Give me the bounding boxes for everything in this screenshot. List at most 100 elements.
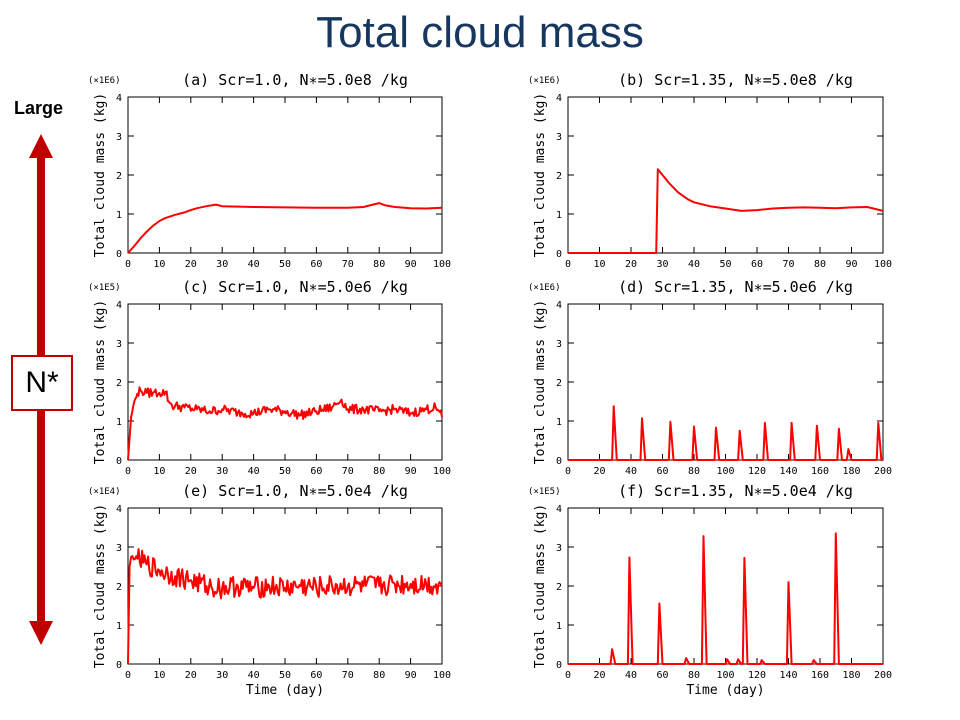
y-multiplier: (×1E6): [528, 283, 561, 293]
y-tick-label: 2: [556, 378, 562, 389]
slide-title: Total cloud mass: [316, 8, 644, 57]
x-tick-label: 70: [342, 670, 354, 681]
x-tick-label: 40: [248, 670, 260, 681]
chart-d: (d) Scr=1.35, N∗=5.0e6 /kg (×1E6) Total cl…: [528, 278, 892, 477]
y-axis-label: Total cloud mass (kg): [93, 93, 108, 257]
x-tick-label: 80: [373, 670, 385, 681]
series-line: [568, 532, 883, 665]
y-multiplier: (×1E6): [88, 76, 121, 86]
y-tick-label: 3: [556, 132, 562, 143]
y-tick-label: 1: [116, 210, 122, 221]
y-tick-label: 0: [116, 456, 122, 467]
y-tick-label: 0: [116, 660, 122, 671]
x-tick-label: 40: [248, 466, 260, 477]
x-tick-label: 140: [779, 466, 797, 477]
chart-b: (b) Scr=1.35, N∗=5.0e8 /kg (×1E6) Total cl…: [528, 71, 892, 270]
chart-title: (c) Scr=1.0, N∗=5.0e6 /kg: [182, 278, 408, 296]
x-tick-label: 30: [216, 466, 228, 477]
y-tick-label: 4: [556, 93, 562, 104]
series-line: [127, 202, 443, 254]
x-tick-label: 90: [405, 670, 417, 681]
x-tick-label: 20: [593, 466, 605, 477]
nstar-label: N*: [11, 355, 73, 411]
x-axis-label: Time (day): [686, 683, 764, 698]
x-tick-label: 100: [433, 466, 451, 477]
chart-c: (c) Scr=1.0, N∗=5.0e6 /kg (×1E5) Total clo…: [88, 278, 451, 477]
x-tick-label: 70: [342, 466, 354, 477]
y-tick-label: 4: [116, 93, 122, 104]
y-tick-label: 2: [116, 582, 122, 593]
chart-title: (e) Scr=1.0, N∗=5.0e4 /kg: [182, 482, 408, 500]
y-tick-label: 3: [116, 132, 122, 143]
x-tick-label: 100: [716, 466, 734, 477]
y-tick-label: 2: [556, 582, 562, 593]
x-tick-label: 10: [153, 466, 165, 477]
x-tick-label: 30: [656, 259, 668, 270]
y-axis-label: Total cloud mass (kg): [93, 504, 108, 668]
y-tick-label: 1: [116, 621, 122, 632]
x-tick-label: 10: [153, 259, 165, 270]
x-tick-label: 60: [310, 259, 322, 270]
chart-title: (b) Scr=1.35, N∗=5.0e8 /kg: [618, 71, 853, 89]
x-tick-label: 60: [310, 670, 322, 681]
y-tick-label: 4: [116, 300, 122, 311]
x-tick-label: 90: [405, 259, 417, 270]
chart-title: (f) Scr=1.35, N∗=5.0e4 /kg: [618, 482, 853, 500]
x-tick-label: 20: [185, 466, 197, 477]
x-tick-label: 80: [373, 259, 385, 270]
x-tick-label: 50: [279, 466, 291, 477]
x-tick-label: 50: [279, 670, 291, 681]
y-tick-label: 2: [116, 171, 122, 182]
chart-e: (e) Scr=1.0, N∗=5.0e4 /kg (×1E4) Total clo…: [88, 482, 451, 698]
x-tick-label: 160: [811, 670, 829, 681]
y-multiplier: (×1E4): [88, 487, 121, 497]
y-tick-label: 2: [556, 171, 562, 182]
x-tick-label: 100: [433, 670, 451, 681]
y-tick-label: 1: [556, 417, 562, 428]
x-tick-label: 0: [125, 670, 131, 681]
chart-f: (f) Scr=1.35, N∗=5.0e4 /kg (×1E5) Total cl…: [528, 482, 892, 698]
x-tick-label: 80: [688, 670, 700, 681]
x-tick-label: 0: [125, 466, 131, 477]
x-tick-label: 20: [593, 670, 605, 681]
y-tick-label: 1: [116, 417, 122, 428]
x-tick-label: 90: [845, 259, 857, 270]
y-axis-label: Total cloud mass (kg): [533, 93, 548, 257]
plot-frame: [127, 96, 443, 254]
series-line: [127, 386, 443, 461]
large-label: Large: [14, 98, 64, 118]
x-tick-label: 60: [656, 670, 668, 681]
y-tick-label: 0: [116, 249, 122, 260]
y-tick-label: 1: [556, 621, 562, 632]
x-tick-label: 40: [625, 670, 637, 681]
chart-title: (d) Scr=1.35, N∗=5.0e6 /kg: [618, 278, 853, 296]
x-tick-label: 160: [811, 466, 829, 477]
y-tick-label: 4: [116, 504, 122, 515]
x-tick-label: 200: [874, 670, 892, 681]
x-tick-label: 200: [874, 466, 892, 477]
arrow-head-down: [29, 621, 53, 645]
y-tick-label: 3: [116, 339, 122, 350]
chart-title: (a) Scr=1.0, N∗=5.0e8 /kg: [182, 71, 408, 89]
x-tick-label: 0: [565, 466, 571, 477]
x-tick-label: 10: [593, 259, 605, 270]
plot-frame: [567, 96, 884, 254]
y-multiplier: (×1E5): [88, 283, 121, 293]
x-tick-label: 60: [310, 466, 322, 477]
y-tick-label: 3: [116, 543, 122, 554]
y-tick-label: 0: [556, 249, 562, 260]
x-tick-label: 100: [716, 670, 734, 681]
series-line: [568, 405, 883, 461]
x-tick-label: 80: [688, 466, 700, 477]
x-tick-label: 120: [748, 670, 766, 681]
x-tick-label: 80: [373, 466, 385, 477]
y-tick-label: 0: [556, 456, 562, 467]
x-tick-label: 30: [216, 259, 228, 270]
x-tick-label: 10: [153, 670, 165, 681]
y-tick-label: 2: [116, 378, 122, 389]
y-tick-label: 3: [556, 543, 562, 554]
y-tick-label: 1: [556, 210, 562, 221]
x-tick-label: 140: [779, 670, 797, 681]
x-tick-label: 70: [782, 259, 794, 270]
